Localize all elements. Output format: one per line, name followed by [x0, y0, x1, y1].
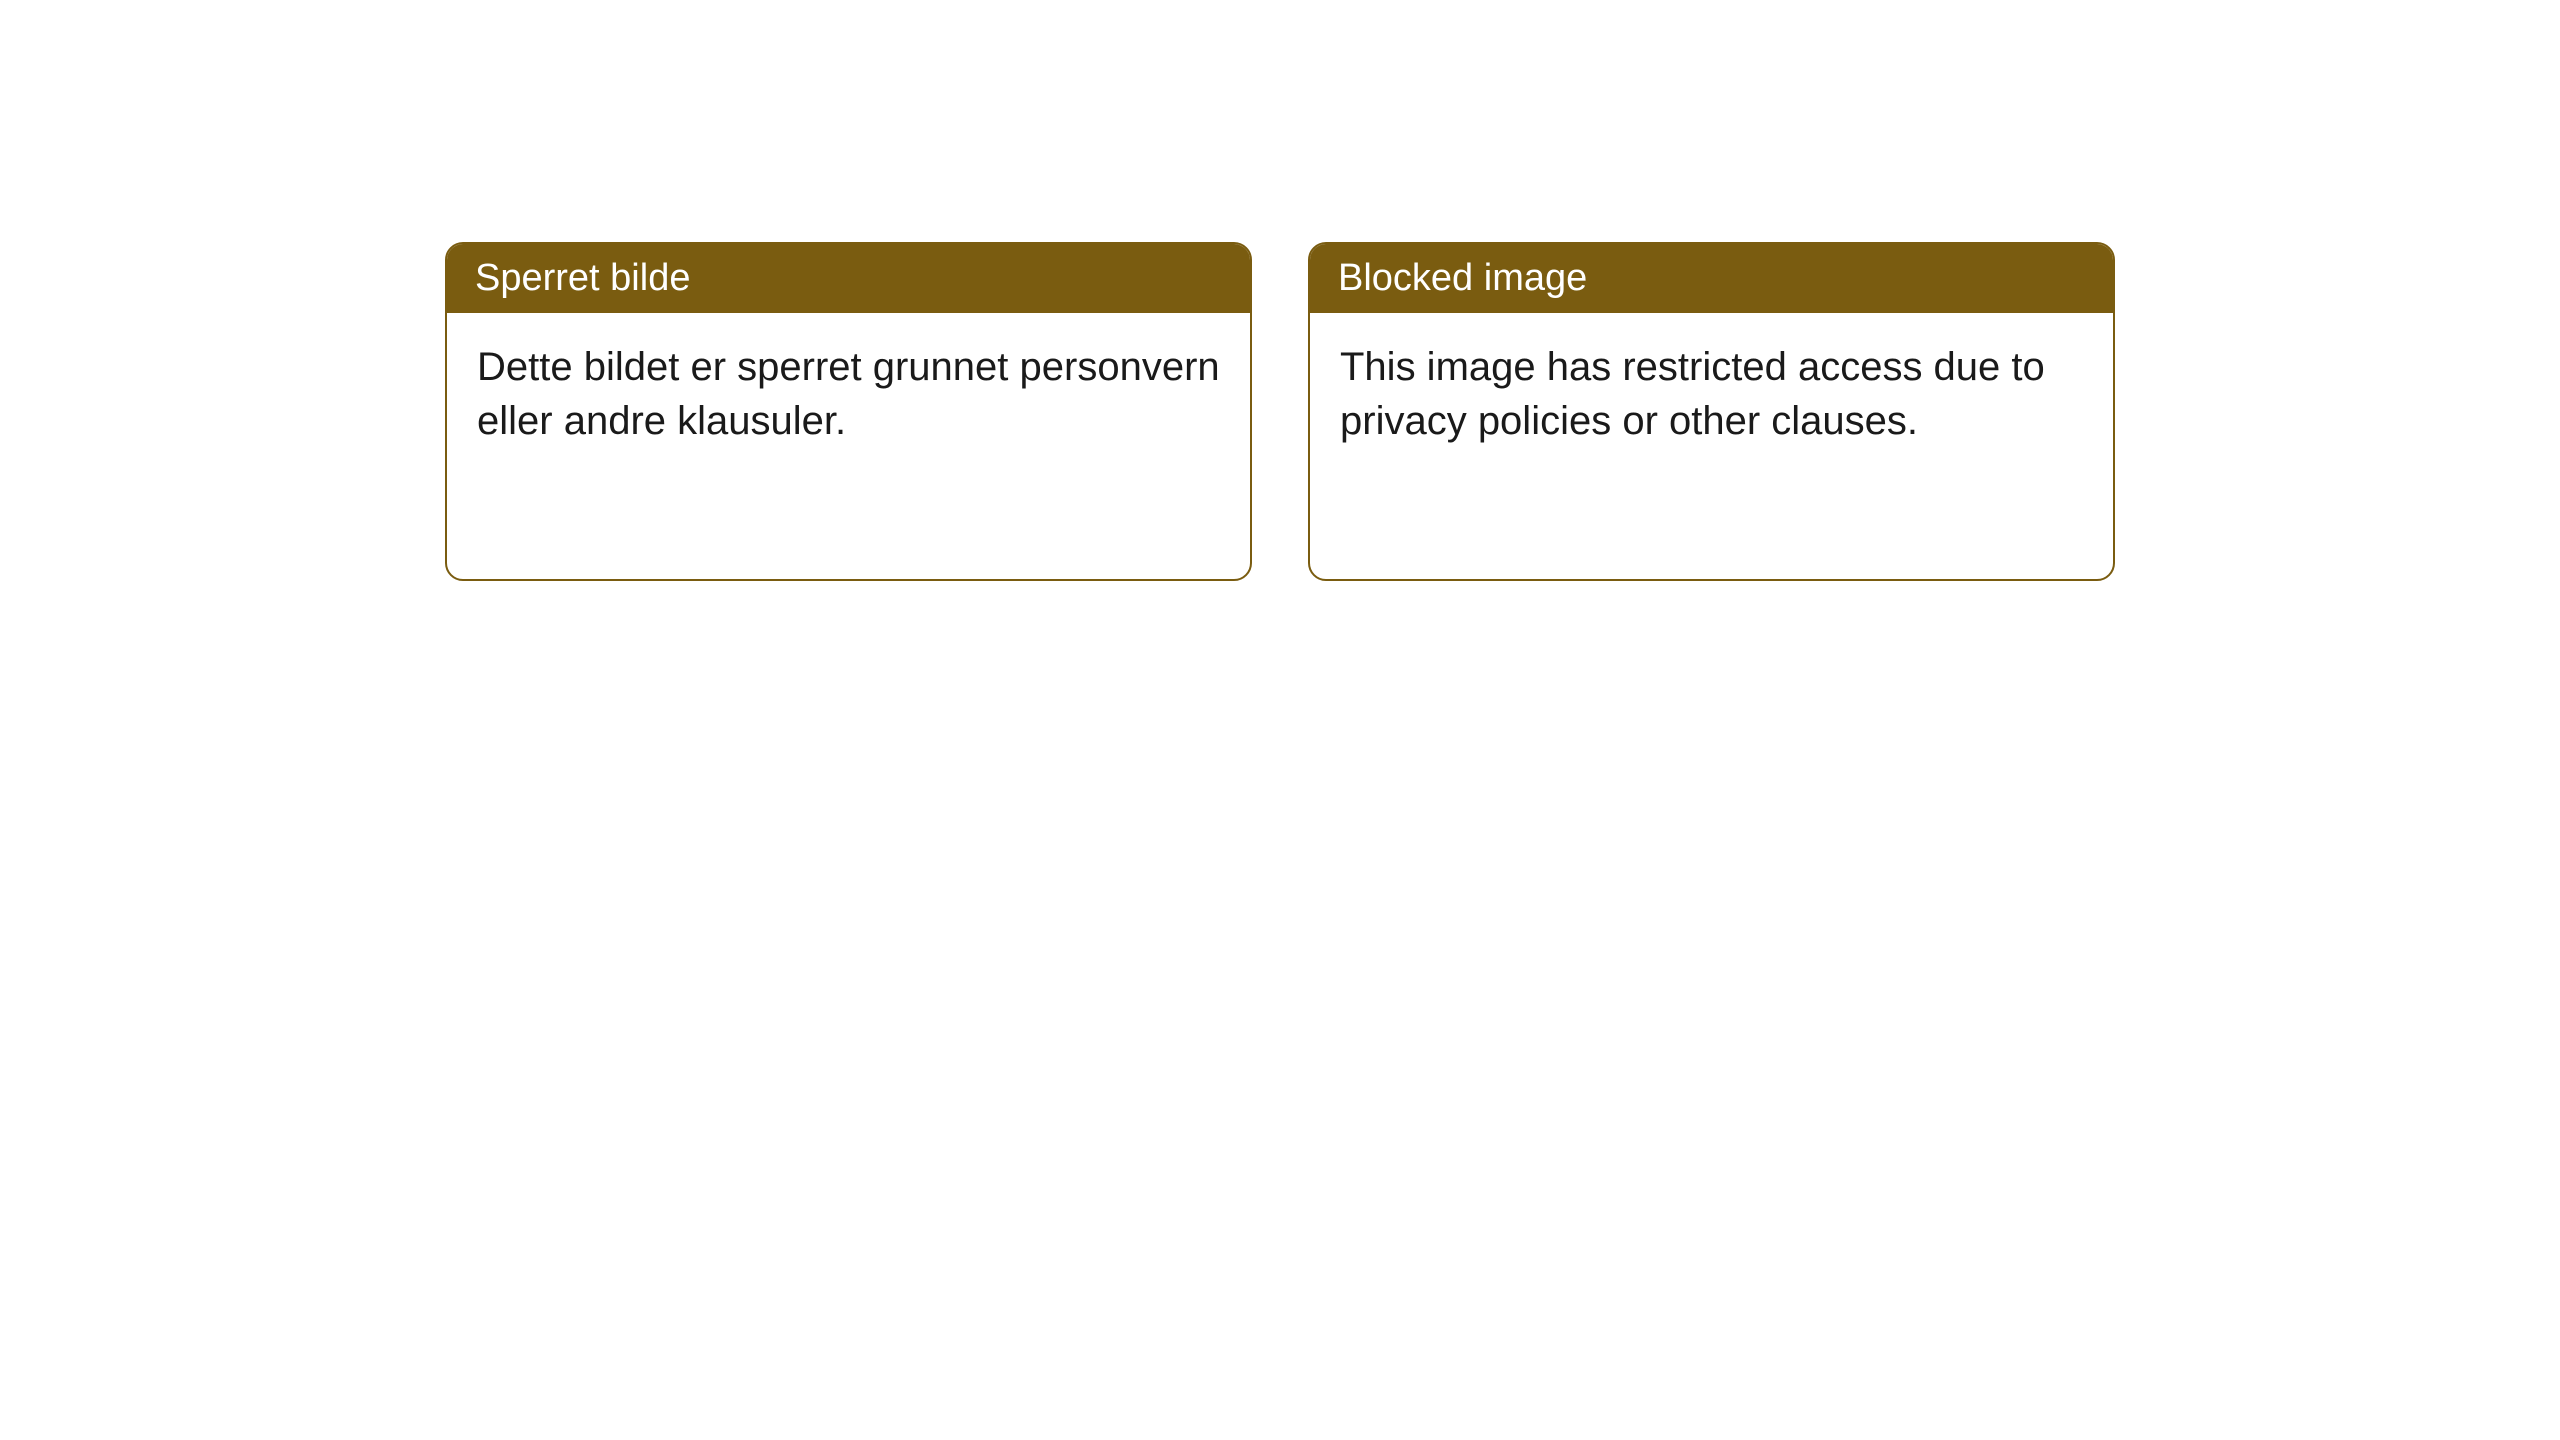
card-body: This image has restricted access due to … — [1310, 313, 2113, 579]
card-body: Dette bildet er sperret grunnet personve… — [447, 313, 1250, 579]
card-title: Blocked image — [1310, 244, 2113, 313]
card-title: Sperret bilde — [447, 244, 1250, 313]
notice-card-english: Blocked image This image has restricted … — [1308, 242, 2115, 581]
notice-cards-container: Sperret bilde Dette bildet er sperret gr… — [445, 242, 2115, 581]
notice-card-norwegian: Sperret bilde Dette bildet er sperret gr… — [445, 242, 1252, 581]
